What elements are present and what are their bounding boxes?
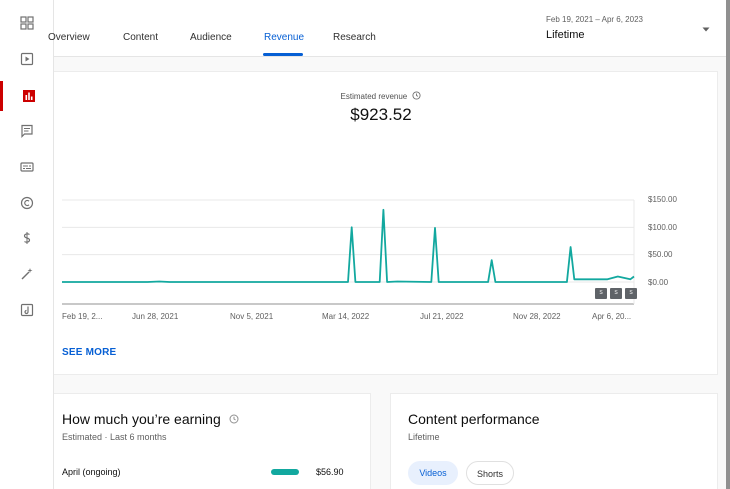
see-more-link[interactable]: SEE MORE: [62, 347, 117, 358]
revenue-title: Estimated revenue: [340, 92, 408, 101]
audio-library-icon[interactable]: [0, 295, 54, 325]
short-badge[interactable]: S: [610, 288, 622, 299]
performance-title: Content performance: [408, 411, 540, 427]
y-tick-label: $100.00: [648, 223, 677, 232]
earning-title-row: How much you’re earning: [62, 411, 239, 427]
chip-videos[interactable]: Videos: [408, 461, 458, 485]
x-tick-label: Nov 5, 2021: [230, 312, 274, 321]
revenue-series-line[interactable]: [62, 208, 635, 283]
earning-subtitle: Estimated · Last 6 months: [62, 432, 167, 442]
analytics-icon[interactable]: [0, 81, 54, 111]
x-tick-label: Mar 14, 2022: [322, 312, 370, 321]
tab-audience[interactable]: Audience: [190, 32, 232, 43]
chevron-down-icon[interactable]: [700, 24, 712, 34]
scrollbar[interactable]: [726, 0, 730, 489]
active-tab-indicator: [263, 53, 303, 56]
revenue-value: $923.52: [350, 105, 412, 124]
short-badge[interactable]: S: [595, 288, 607, 299]
y-tick-label: $0.00: [648, 278, 669, 287]
x-tick-label: Feb 19, 2...: [62, 312, 103, 321]
y-tick-label: $50.00: [648, 250, 673, 259]
chip-shorts[interactable]: Shorts: [466, 461, 514, 485]
earning-bar: [271, 469, 299, 475]
x-tick-label: Jun 28, 2021: [132, 312, 179, 321]
tab-revenue[interactable]: Revenue: [264, 32, 305, 43]
performance-subtitle: Lifetime: [408, 432, 440, 442]
earning-row-value: $56.90: [316, 467, 344, 477]
clock-icon[interactable]: [412, 91, 422, 100]
analytics-header: Overview Content Audience Revenue Resear…: [48, 0, 726, 57]
x-tick-label: Apr 6, 20...: [592, 312, 632, 321]
copyright-icon[interactable]: [0, 188, 54, 218]
subtitles-icon[interactable]: [0, 152, 54, 182]
earning-title: How much you’re earning: [62, 411, 221, 427]
y-tick-label: $150.00: [648, 195, 677, 204]
revenue-card: [54, 71, 718, 375]
earn-icon[interactable]: [0, 223, 54, 253]
content-icon[interactable]: [0, 44, 54, 74]
x-tick-label: Nov 28, 2022: [513, 312, 561, 321]
tab-overview[interactable]: Overview: [48, 32, 90, 43]
comments-icon[interactable]: [0, 116, 54, 146]
earning-card: [54, 393, 371, 489]
clock-icon[interactable]: [229, 414, 239, 424]
earning-row-label: April (ongoing): [62, 467, 121, 477]
tab-research[interactable]: Research: [333, 32, 376, 43]
date-range-text[interactable]: Feb 19, 2021 – Apr 6, 2023: [546, 15, 643, 24]
x-tick-label: Jul 21, 2022: [420, 312, 464, 321]
revenue-title-row: Estimated revenue: [54, 91, 708, 101]
tab-content[interactable]: Content: [123, 32, 159, 43]
sidebar: [0, 0, 54, 489]
customization-icon[interactable]: [0, 259, 54, 289]
short-badge[interactable]: S: [625, 288, 637, 299]
date-period-label[interactable]: Lifetime: [546, 29, 585, 41]
dashboard-icon[interactable]: [0, 8, 54, 38]
